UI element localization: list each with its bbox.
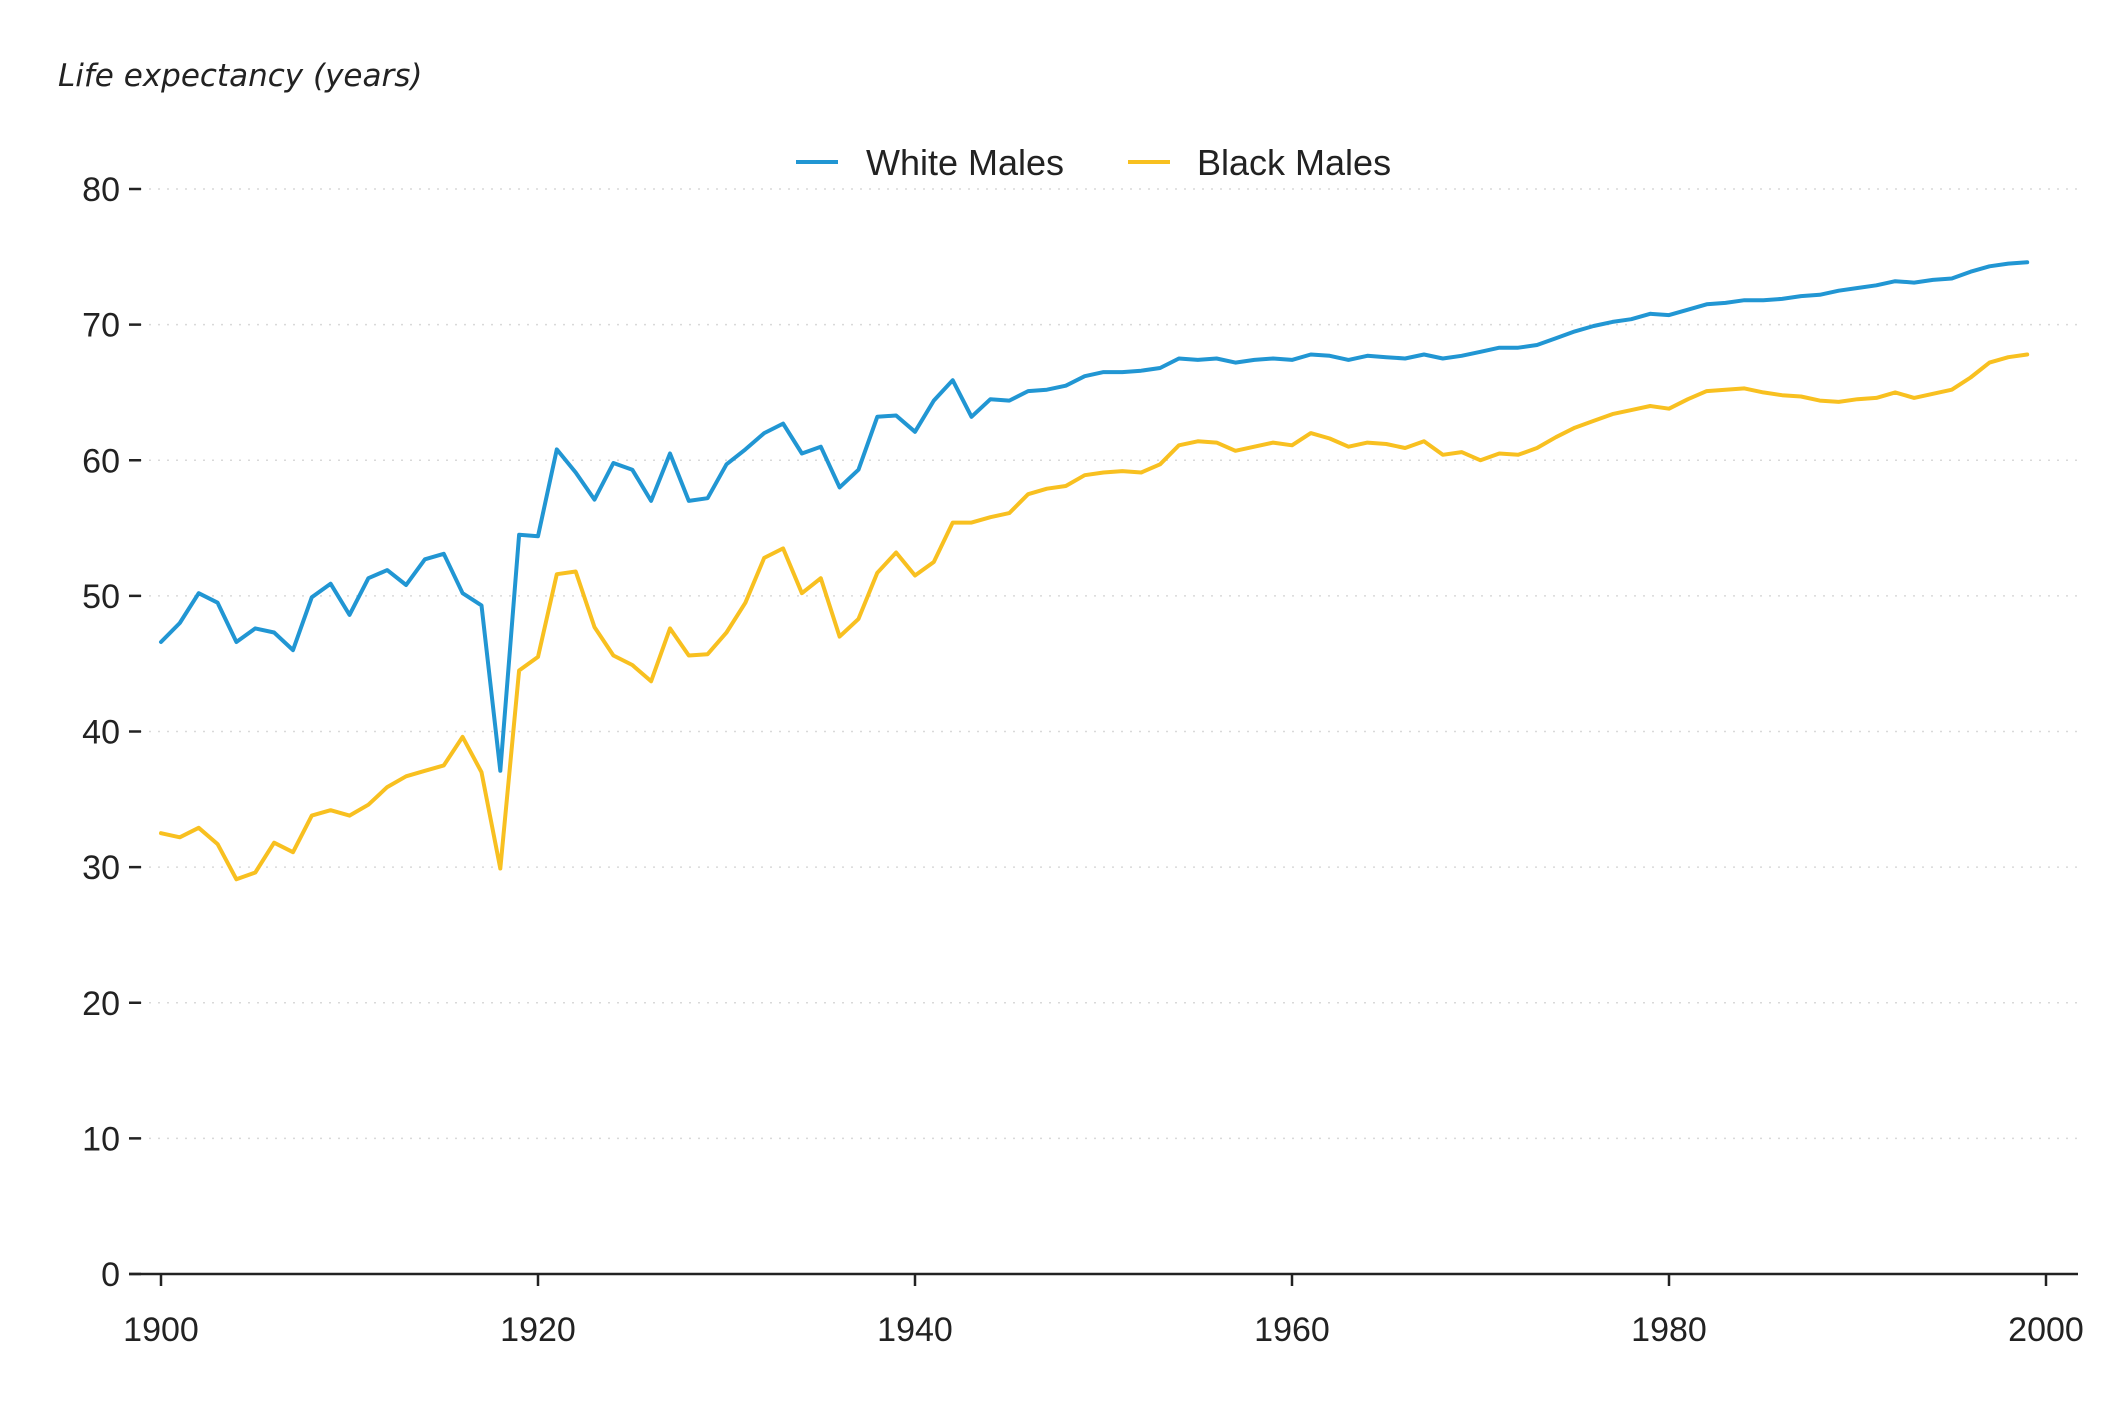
y-tick-label-40: 40 bbox=[82, 714, 120, 752]
x-tick-label-1920: 1920 bbox=[500, 1311, 576, 1349]
legend-label-white-males: White Males bbox=[866, 142, 1064, 183]
series-line-black-males bbox=[159, 352, 2030, 882]
series-lines bbox=[159, 260, 2030, 882]
y-tick-label-20: 20 bbox=[82, 985, 120, 1023]
y-tick-label-70: 70 bbox=[82, 307, 120, 345]
legend-label-black-males: Black Males bbox=[1197, 142, 1391, 183]
x-tick-label-1900: 1900 bbox=[123, 1311, 199, 1349]
x-tick-label-1940: 1940 bbox=[877, 1311, 953, 1349]
y-tick-label-80: 80 bbox=[82, 171, 120, 209]
x-tick-label-2000: 2000 bbox=[2008, 1311, 2084, 1349]
x-tick-label-1980: 1980 bbox=[1631, 1311, 1707, 1349]
y-axis-label: Life expectancy (years) bbox=[58, 58, 422, 94]
y-axis-ticks: 0 10 20 30 40 50 60 70 80 bbox=[82, 171, 141, 1294]
y-tick-label-60: 60 bbox=[82, 442, 120, 480]
legend: White Males Black Males bbox=[796, 142, 1391, 183]
y-tick-label-50: 50 bbox=[82, 578, 120, 616]
gridlines bbox=[140, 188, 2078, 1140]
series-line-white-males bbox=[159, 260, 2030, 773]
y-tick-label-10: 10 bbox=[82, 1120, 120, 1158]
y-tick-label-30: 30 bbox=[82, 849, 120, 887]
y-tick-label-0: 0 bbox=[101, 1256, 120, 1294]
x-tick-label-1960: 1960 bbox=[1254, 1311, 1330, 1349]
x-axis-ticks: 1900 1920 1940 1960 1980 2000 bbox=[123, 1274, 2084, 1349]
